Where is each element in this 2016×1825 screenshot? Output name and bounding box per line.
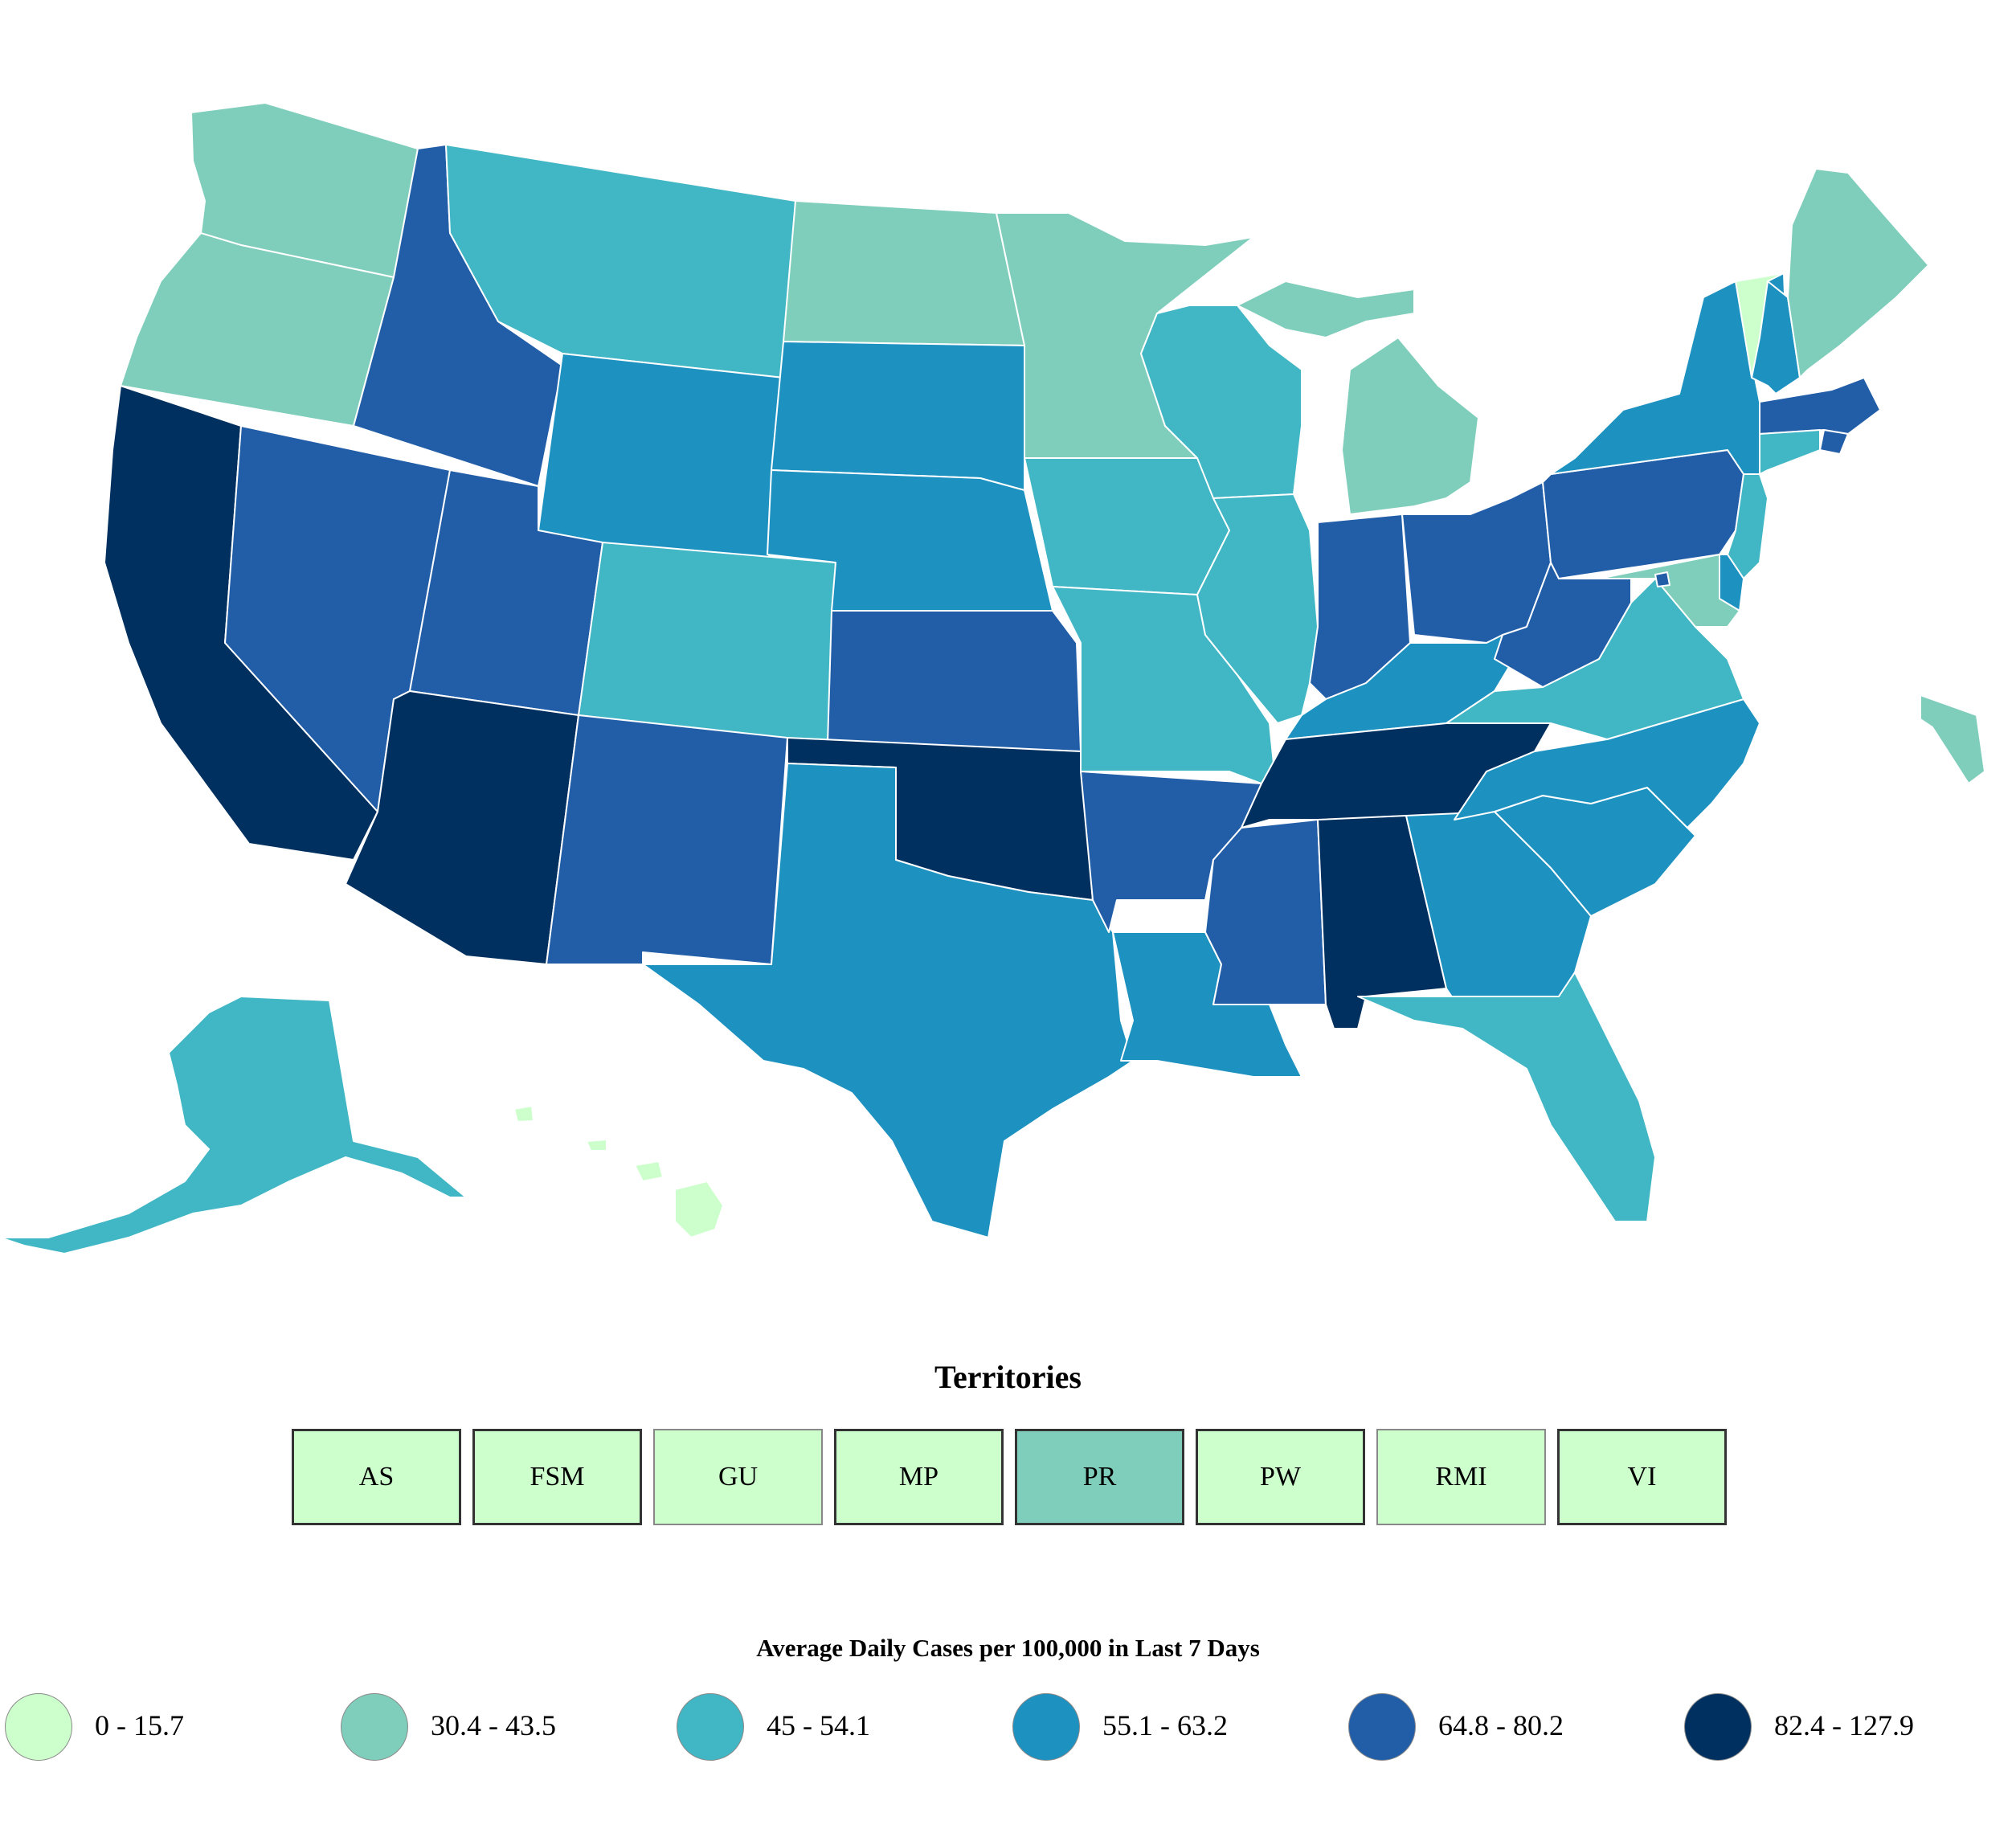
territory-vi-button[interactable]: VI — [1557, 1429, 1727, 1525]
legend-row: 0 - 15.7 30.4 - 43.5 45 - 54.1 55.1 - 63.2 6… — [0, 1688, 2016, 1768]
legend-label: 45 - 54.1 — [767, 1709, 870, 1741]
legend-label: 55.1 - 63.2 — [1102, 1709, 1228, 1741]
state-TX[interactable] — [642, 763, 1134, 1238]
us-choropleth-map — [0, 102, 1985, 1254]
state-HI-maui[interactable] — [634, 1160, 664, 1182]
legend-swatch — [1012, 1693, 1080, 1761]
territory-label: PW — [1260, 1462, 1301, 1492]
territory-fsm-button[interactable]: FSM — [472, 1429, 642, 1525]
state-ME[interactable] — [1787, 168, 1929, 379]
territory-label: MP — [898, 1462, 939, 1492]
territory-gu-button[interactable]: GU — [653, 1429, 823, 1525]
territories-row: AS FSM GU MP PR PW RMI VI — [292, 1429, 1738, 1528]
state-HI-bigisland[interactable] — [674, 1181, 724, 1238]
legend-swatch — [677, 1693, 744, 1761]
state-NJ[interactable] — [1727, 473, 1769, 579]
territory-rmi-button[interactable]: RMI — [1376, 1429, 1546, 1525]
state-MS[interactable] — [1204, 819, 1327, 1005]
state-HI-kauai[interactable] — [513, 1105, 534, 1123]
territory-pr-button[interactable]: PR — [1015, 1429, 1184, 1525]
state-WI[interactable] — [1140, 305, 1302, 499]
state-ND[interactable] — [783, 200, 1025, 346]
state-HI-oahu[interactable] — [586, 1139, 607, 1152]
state-MD[interactable] — [1598, 554, 1740, 628]
legend-swatch — [1348, 1693, 1416, 1761]
territory-label: RMI — [1435, 1462, 1487, 1492]
territory-label: VI — [1627, 1462, 1657, 1492]
state-MI[interactable] — [1341, 337, 1479, 515]
territory-mp-button[interactable]: MP — [834, 1429, 1004, 1525]
state-AK[interactable] — [0, 996, 467, 1254]
state-MI-upper[interactable] — [1237, 280, 1415, 338]
territory-PR-map[interactable] — [1920, 694, 1985, 784]
territory-label: GU — [718, 1462, 759, 1492]
state-DC[interactable] — [1654, 571, 1670, 587]
state-NY[interactable] — [1550, 280, 1769, 475]
legend-swatch — [1684, 1693, 1752, 1761]
territory-as-button[interactable]: AS — [292, 1429, 461, 1525]
state-FL[interactable] — [1357, 972, 1656, 1222]
territory-label: PR — [1082, 1462, 1117, 1492]
state-NC[interactable] — [1454, 698, 1760, 829]
legend-label: 82.4 - 127.9 — [1774, 1709, 1914, 1741]
state-KS[interactable] — [827, 610, 1082, 752]
legend-swatch — [341, 1693, 408, 1761]
state-IA[interactable] — [1024, 457, 1230, 595]
state-CT[interactable] — [1759, 429, 1821, 475]
legend-swatch — [5, 1693, 72, 1761]
legend-label: 64.8 - 80.2 — [1438, 1709, 1564, 1741]
state-RI[interactable] — [1819, 429, 1849, 455]
state-OR[interactable] — [120, 232, 395, 427]
state-CO[interactable] — [578, 542, 836, 744]
legend-label: 30.4 - 43.5 — [431, 1709, 556, 1741]
territories-title: Territories — [934, 1359, 1082, 1395]
legend-label: 0 - 15.7 — [95, 1709, 184, 1741]
territory-label: FSM — [530, 1462, 585, 1492]
state-NM[interactable] — [546, 714, 788, 965]
territory-pw-button[interactable]: PW — [1196, 1429, 1365, 1525]
state-OH[interactable] — [1401, 481, 1552, 644]
territory-label: AS — [358, 1462, 395, 1492]
state-SD[interactable] — [771, 341, 1025, 491]
legend-title: Average Daily Cases per 100,000 in Last … — [756, 1634, 1260, 1662]
state-IL[interactable] — [1196, 493, 1319, 724]
